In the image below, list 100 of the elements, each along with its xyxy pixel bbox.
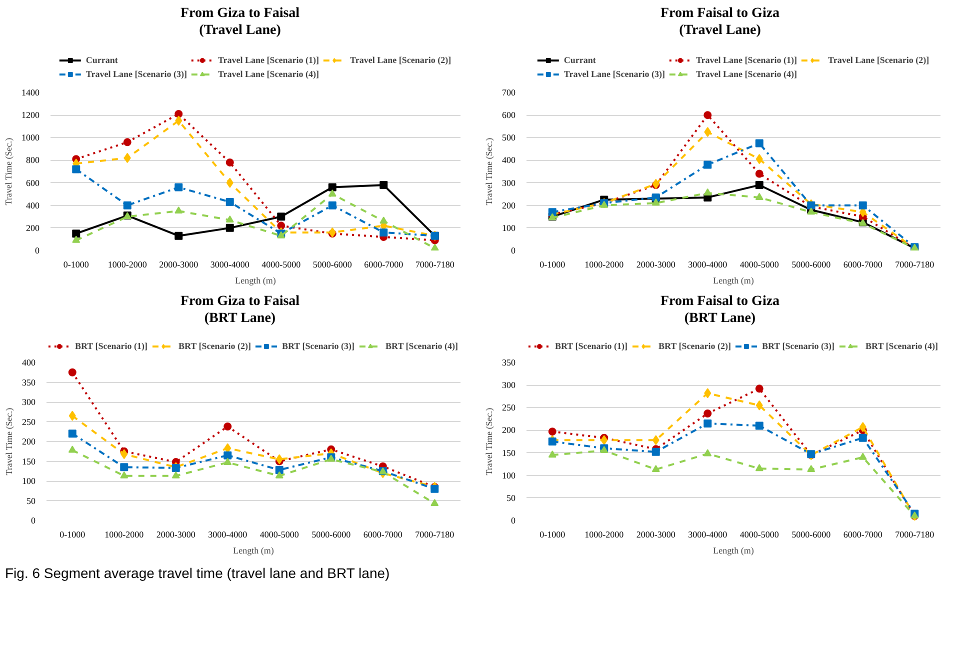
caption: Fig. 6 Segment average travel time (travel lane and BRT lane) bbox=[5, 564, 390, 583]
y-tick-label: 1200 bbox=[22, 110, 40, 120]
chart-title: From Faisal to Giza bbox=[660, 294, 780, 309]
x-tick-label: 3000-4000 bbox=[688, 530, 728, 540]
chart-subtitle: (BRT Lane) bbox=[684, 311, 756, 326]
legend-label: Travel Lane [Scenario (1)] bbox=[218, 55, 320, 65]
y-tick-label: 300 bbox=[502, 178, 516, 188]
y-tick-label: 150 bbox=[502, 448, 516, 458]
legend-label: Travel Lane [Scenario (2)] bbox=[350, 55, 452, 65]
x-tick-label: 2000-3000 bbox=[159, 260, 199, 270]
chart-title: From Faisal to Giza bbox=[660, 6, 780, 21]
legend-label: BRT [Scenario (4)] bbox=[866, 341, 938, 351]
y-tick-label: 150 bbox=[22, 456, 36, 466]
x-tick-label: 5000-6000 bbox=[312, 260, 352, 270]
x-tick-label: 1000-2000 bbox=[584, 530, 624, 540]
x-tick-label: 5000-6000 bbox=[792, 260, 832, 270]
y-tick-label: 100 bbox=[502, 470, 516, 480]
y-axis-title: Travel Time (Sec.) bbox=[4, 138, 14, 206]
x-tick-label: 1000-2000 bbox=[104, 530, 144, 540]
x-tick-label: 2000-3000 bbox=[156, 530, 196, 540]
x-tick-label: 7000-7180 bbox=[415, 260, 455, 270]
x-tick-label: 6000-7000 bbox=[843, 530, 883, 540]
legend-label: BRT [Scenario (3)] bbox=[762, 341, 835, 351]
x-tick-label: 4000-5000 bbox=[262, 260, 302, 270]
y-tick-label: 200 bbox=[26, 222, 40, 233]
x-axis-title: Length (m) bbox=[235, 276, 276, 286]
chart-title: From Giza to Faisal bbox=[180, 6, 300, 21]
y-tick-label: 700 bbox=[502, 88, 516, 98]
legend-label: BRT [Scenario (2)] bbox=[178, 341, 251, 351]
y-tick-label: 200 bbox=[502, 200, 516, 210]
y-axis-title: Travel Time (Sec.) bbox=[484, 138, 494, 206]
chart-title: From Giza to Faisal bbox=[180, 294, 300, 309]
x-tick-label: 1000-2000 bbox=[108, 260, 148, 270]
x-axis-title: Length (m) bbox=[233, 546, 274, 556]
y-tick-label: 1000 bbox=[22, 132, 40, 143]
y-tick-label: 250 bbox=[22, 416, 36, 427]
y-tick-label: 100 bbox=[22, 476, 36, 486]
chart-subtitle: (BRT Lane) bbox=[204, 311, 276, 326]
y-tick-label: 350 bbox=[502, 358, 516, 368]
x-tick-label: 6000-7000 bbox=[364, 260, 404, 270]
y-tick-label: 250 bbox=[502, 402, 516, 413]
x-tick-label: 5000-6000 bbox=[792, 530, 832, 540]
x-tick-label: 4000-5000 bbox=[740, 260, 780, 270]
legend-label: Travel Lane [Scenario (3)] bbox=[86, 69, 187, 79]
y-tick-label: 300 bbox=[22, 397, 36, 407]
x-tick-label: 3000-4000 bbox=[210, 260, 250, 270]
y-tick-label: 1400 bbox=[22, 88, 40, 98]
y-tick-label: 0 bbox=[511, 516, 516, 526]
x-tick-label: 0-1000 bbox=[60, 530, 86, 540]
y-tick-label: 800 bbox=[26, 155, 40, 166]
legend-label: Currant bbox=[564, 55, 596, 65]
y-tick-label: 100 bbox=[502, 222, 516, 233]
legend-label: BRT [Scenario (2)] bbox=[658, 341, 731, 351]
chart-subtitle: (Travel Lane) bbox=[199, 23, 281, 38]
y-tick-label: 50 bbox=[506, 492, 516, 503]
x-tick-label: 7000-7180 bbox=[895, 530, 935, 540]
y-tick-label: 0 bbox=[31, 516, 36, 526]
x-axis-title: Length (m) bbox=[713, 546, 754, 556]
x-tick-label: 1000-2000 bbox=[584, 260, 624, 270]
y-tick-label: 500 bbox=[502, 132, 516, 143]
x-tick-label: 3000-4000 bbox=[688, 260, 728, 270]
legend-label: BRT [Scenario (3)] bbox=[282, 341, 355, 351]
x-tick-label: 0-1000 bbox=[540, 260, 566, 270]
x-tick-label: 2000-3000 bbox=[636, 260, 676, 270]
legend-label: BRT [Scenario (4)] bbox=[386, 341, 458, 351]
x-tick-label: 6000-7000 bbox=[363, 530, 403, 540]
x-tick-label: 4000-5000 bbox=[740, 530, 780, 540]
y-tick-label: 0 bbox=[511, 246, 516, 256]
x-tick-label: 2000-3000 bbox=[636, 530, 676, 540]
x-tick-label: 5000-6000 bbox=[312, 530, 352, 540]
y-tick-label: 200 bbox=[22, 436, 36, 446]
x-axis-title: Length (m) bbox=[713, 276, 754, 286]
x-tick-label: 6000-7000 bbox=[843, 260, 883, 270]
y-tick-label: 200 bbox=[502, 425, 516, 436]
legend-label: Travel Lane [Scenario (4)] bbox=[696, 69, 798, 79]
y-tick-label: 0 bbox=[35, 246, 40, 256]
x-tick-label: 4000-5000 bbox=[260, 530, 300, 540]
legend-label: BRT [Scenario (1)] bbox=[74, 341, 148, 351]
legend-label: Travel Lane [Scenario (1)] bbox=[696, 55, 798, 65]
y-tick-label: 600 bbox=[502, 110, 516, 120]
y-tick-label: 50 bbox=[26, 496, 36, 506]
y-tick-label: 300 bbox=[502, 380, 516, 390]
x-tick-label: 0-1000 bbox=[63, 260, 90, 270]
legend-label: Travel Lane [Scenario (4)] bbox=[218, 69, 320, 79]
legend-label: Currant bbox=[86, 55, 118, 65]
y-tick-label: 350 bbox=[22, 377, 36, 388]
y-tick-label: 400 bbox=[26, 200, 40, 210]
x-tick-label: 7000-7180 bbox=[895, 260, 935, 270]
x-tick-label: 3000-4000 bbox=[208, 530, 248, 540]
y-tick-label: 400 bbox=[502, 155, 516, 166]
y-tick-label: 600 bbox=[26, 178, 40, 188]
legend-label: Travel Lane [Scenario (3)] bbox=[564, 69, 665, 79]
legend-label: Travel Lane [Scenario (2)] bbox=[828, 55, 930, 65]
y-tick-label: 400 bbox=[22, 358, 36, 368]
y-axis-title: Travel Time (Sec.) bbox=[4, 408, 14, 476]
chart-subtitle: (Travel Lane) bbox=[679, 23, 761, 38]
legend-label: BRT [Scenario (1)] bbox=[554, 341, 628, 351]
x-tick-label: 7000-7180 bbox=[415, 530, 455, 540]
y-axis-title: Travel Time (Sec.) bbox=[484, 408, 494, 476]
x-tick-label: 0-1000 bbox=[540, 530, 566, 540]
